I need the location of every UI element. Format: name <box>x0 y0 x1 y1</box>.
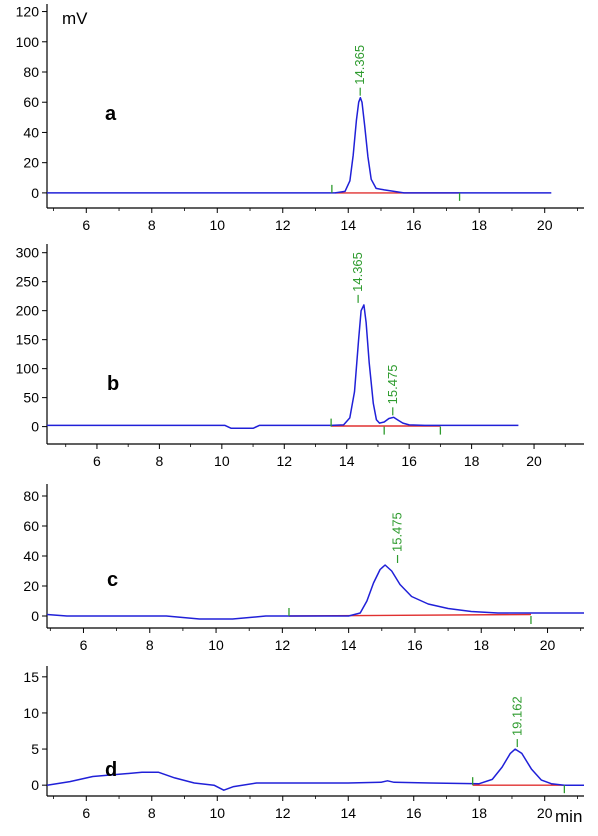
x-tick-label: 20 <box>537 217 553 233</box>
x-tick-label: 16 <box>407 637 423 653</box>
y-tick-label: 100 <box>16 361 40 377</box>
y-tick-label: 5 <box>31 741 39 757</box>
signal-trace <box>47 304 519 430</box>
x-tick-label: 6 <box>82 805 90 821</box>
x-tick-label: 10 <box>208 637 224 653</box>
y-tick-label: 20 <box>23 578 39 594</box>
y-tick-label: 80 <box>23 488 39 504</box>
chart-panel-a: 0 20 40 60 80 100 120 6 8 10 12 14 16 18 20 14.365 a mV <box>16 4 584 233</box>
x-tick-label: 14 <box>340 217 356 233</box>
x-tick-label: 8 <box>148 805 156 821</box>
y-tick-label: 250 <box>16 274 40 290</box>
y-tick-label: 0 <box>31 608 39 624</box>
x-tick-label: 12 <box>275 217 291 233</box>
peak-label: 15.475 <box>390 512 405 552</box>
x-tick-label: 16 <box>406 805 422 821</box>
x-tick-label: 14 <box>341 637 357 653</box>
x-tick-label: 6 <box>82 217 90 233</box>
x-tick-label: 14 <box>340 805 356 821</box>
panel-label: c <box>107 569 118 591</box>
panel-label: d <box>105 759 117 781</box>
signal-trace <box>46 564 584 620</box>
panel-label: b <box>107 373 119 395</box>
x-tick-label: 12 <box>275 637 291 653</box>
y-tick-label: 50 <box>23 390 39 406</box>
y-tick-label: 200 <box>16 303 40 319</box>
y-tick-label: 15 <box>23 669 39 685</box>
y-tick-label: 10 <box>23 705 39 721</box>
chart-panel-d: 0 5 10 15 6 8 10 12 14 16 18 20 19.162 d min <box>23 666 584 826</box>
y-tick-label: 300 <box>16 245 40 261</box>
panel-label: a <box>105 103 117 125</box>
peak-label: 19.162 <box>509 696 524 736</box>
x-tick-label: 16 <box>406 217 422 233</box>
x-tick-label: 10 <box>214 453 230 469</box>
y-tick-label: 60 <box>23 94 39 110</box>
x-tick-label: 20 <box>540 637 556 653</box>
x-tick-label: 18 <box>473 637 489 653</box>
x-tick-label: 8 <box>155 453 163 469</box>
chart-panel-b: 0 50 100 150 200 250 300 6 8 10 12 14 16 18 20 14.365 15… <box>16 244 584 469</box>
x-tick-label: 18 <box>471 805 487 821</box>
y-tick-label: 120 <box>16 4 40 20</box>
x-axis-unit: min <box>555 807 582 826</box>
x-tick-label: 6 <box>93 453 101 469</box>
x-tick-label: 14 <box>339 453 355 469</box>
x-tick-label: 20 <box>526 453 542 469</box>
y-tick-label: 60 <box>23 518 39 534</box>
signal-trace <box>46 748 584 791</box>
y-tick-label: 20 <box>23 155 39 171</box>
y-tick-label: 40 <box>23 124 39 140</box>
x-tick-label: 8 <box>146 637 154 653</box>
peak-label: 14.365 <box>352 45 367 85</box>
x-tick-label: 12 <box>275 805 291 821</box>
y-axis-unit: mV <box>62 9 88 28</box>
peak-label: 14.365 <box>350 252 365 292</box>
peak-label: 15.475 <box>385 365 400 405</box>
x-tick-label: 8 <box>148 217 156 233</box>
x-tick-label: 16 <box>401 453 417 469</box>
y-tick-label: 0 <box>31 777 39 793</box>
x-tick-label: 20 <box>537 805 553 821</box>
chart-panel-c: 0 20 40 60 80 6 8 10 12 14 16 18 20 15.475 c <box>23 484 584 653</box>
signal-trace <box>47 96 552 194</box>
y-tick-label: 150 <box>16 332 40 348</box>
y-tick-label: 0 <box>31 419 39 435</box>
x-tick-label: 10 <box>209 217 225 233</box>
x-tick-label: 12 <box>276 453 292 469</box>
x-tick-label: 18 <box>471 217 487 233</box>
x-tick-label: 6 <box>80 637 88 653</box>
y-tick-label: 40 <box>23 548 39 564</box>
y-tick-label: 100 <box>16 34 40 50</box>
y-tick-label: 80 <box>23 64 39 80</box>
x-tick-label: 10 <box>209 805 225 821</box>
y-tick-label: 0 <box>31 185 39 201</box>
x-tick-label: 18 <box>464 453 480 469</box>
